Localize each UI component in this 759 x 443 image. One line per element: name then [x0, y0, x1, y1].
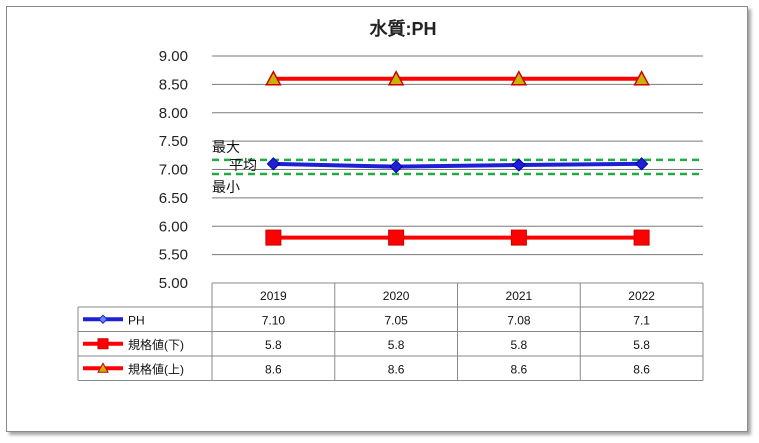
legend-key-marker — [97, 338, 109, 350]
legend-key-marker — [97, 362, 109, 373]
data-point — [633, 229, 650, 246]
table-cell: 7.10 — [262, 313, 286, 327]
table-cell: 8.6 — [265, 362, 282, 376]
table-cell: 8.6 — [388, 362, 405, 376]
reference-label: 最大 — [212, 139, 240, 155]
data-point — [387, 70, 405, 86]
table-cell: 8.6 — [511, 362, 528, 376]
table-cell: 7.08 — [507, 313, 531, 327]
data-point — [389, 159, 403, 174]
y-tick-label: 6.50 — [159, 190, 188, 207]
table-cell: 7.1 — [633, 313, 650, 327]
table-cell: 5.8 — [511, 338, 528, 352]
chart-title: 水質:PH — [370, 18, 437, 39]
reference-label: 最小 — [212, 179, 240, 195]
data-point — [633, 70, 650, 86]
legend-label: 規格値(上) — [128, 361, 184, 376]
table-cell: 5.8 — [633, 338, 650, 352]
reference-label: 平均 — [229, 157, 257, 173]
legend-label: PH — [128, 313, 145, 327]
series-line — [273, 161, 642, 169]
data-point — [634, 157, 649, 171]
data-point — [266, 157, 281, 171]
legend-key-marker — [98, 314, 108, 324]
y-tick-label: 6.00 — [159, 218, 188, 235]
y-tick-label: 8.00 — [159, 105, 188, 122]
data-point — [265, 229, 282, 246]
data-point — [510, 229, 527, 246]
y-tick-label: 7.50 — [159, 133, 188, 150]
data-point — [265, 70, 282, 86]
x-tick-label: 2022 — [628, 289, 655, 303]
y-tick-label: 9.00 — [159, 48, 188, 65]
x-tick-label: 2021 — [506, 289, 533, 303]
y-tick-label: 8.50 — [159, 76, 188, 93]
y-tick-label: 7.00 — [159, 162, 188, 179]
data-point — [512, 158, 526, 172]
data-point — [388, 229, 405, 246]
data-point — [510, 70, 528, 86]
y-tick-label: 5.00 — [159, 275, 188, 292]
table-cell: 5.8 — [388, 338, 405, 352]
x-tick-label: 2020 — [383, 289, 410, 303]
table-cell: 8.6 — [633, 362, 650, 376]
x-tick-label: 2019 — [260, 289, 287, 303]
legend-label: 規格値(下) — [128, 337, 184, 352]
y-tick-label: 5.50 — [159, 247, 188, 264]
table-cell: 7.05 — [384, 313, 408, 327]
table-cell: 5.8 — [265, 338, 282, 352]
